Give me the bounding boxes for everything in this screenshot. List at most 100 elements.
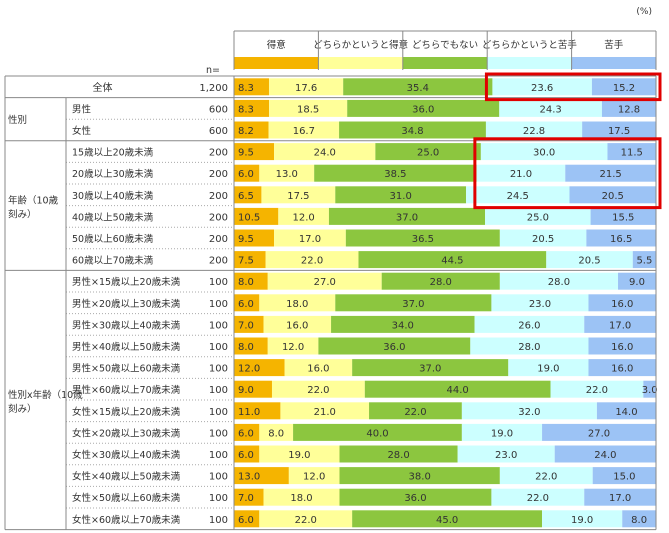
legend-swatch [571,57,656,69]
bar-segment [234,359,285,377]
data-label: 37.0 [396,212,418,223]
data-label: 27.0 [588,428,610,439]
bar-segment [234,488,264,506]
bar-segment [476,164,566,182]
data-label: 20.5 [602,191,624,202]
data-label: 22.0 [586,385,608,396]
bar-segment [293,423,462,441]
bar-segment [339,121,486,139]
bar-segment [485,121,583,139]
bar-segment [234,402,281,420]
bar-segment [499,272,619,290]
bar-segment [268,78,344,96]
bar-segment [592,467,656,485]
row-label: 50歳以上60歳未満 [72,233,154,245]
data-label: 25.0 [417,148,439,159]
row-label: 女性×20歳以上30歳未満 [72,427,181,439]
bar-segment [596,402,656,420]
bar-segment [343,78,493,96]
data-label: 6.0 [238,169,254,180]
bar-segment [466,186,570,204]
bar-segment [234,467,289,485]
row-label: 女性×40歳以上50歳未満 [72,471,181,483]
row-n-value: 100 [209,515,228,526]
bar-segment [234,423,260,441]
bar-segment [643,380,656,398]
bar-segment [550,380,644,398]
data-label: 8.3 [238,83,254,94]
bar-segment [565,164,656,182]
data-label: 22.0 [535,472,557,483]
bar-segment [352,510,543,528]
data-label: 26.0 [518,320,540,331]
row-label: 男性×15歳以上20歳未満 [72,276,181,288]
bar-segment [314,164,477,182]
data-label: 16.7 [293,126,315,137]
bar-segment [267,337,319,355]
row-n-value: 100 [209,342,228,353]
legend-label: 得意 [267,39,286,51]
row-label: 60歳以上70歳未満 [72,255,154,267]
data-label: 15.0 [613,472,635,483]
bar-segment [499,229,587,247]
data-label: 24.3 [539,104,561,115]
bar-segment [234,251,266,269]
data-label: 11.5 [621,148,643,159]
bar-segment [582,121,656,139]
data-label: 7.0 [238,493,254,504]
legend-swatch [234,57,319,69]
data-label: 9.5 [238,234,254,245]
n-header: n= [206,65,220,76]
data-label: 12.8 [618,104,640,115]
bar-segment [328,207,486,225]
data-label: 36.0 [412,104,434,115]
bar-segment [259,294,336,312]
bar-segment [491,294,589,312]
bar-segment [234,445,260,463]
bar-segment [622,510,656,528]
highlight-box [484,72,662,102]
data-label: 18.5 [297,104,319,115]
bar-segment [542,510,623,528]
bar-segment [284,359,353,377]
bar-segment [267,272,382,290]
data-label: 19.0 [537,364,559,375]
row-label: 男性 [72,103,92,115]
data-label: 24.0 [594,450,616,461]
data-label: 8.0 [238,342,254,353]
data-label: 8.0 [268,428,284,439]
data-label: 9.0 [238,385,254,396]
data-label: 35.4 [407,83,429,94]
data-label: 24.0 [314,148,336,159]
row-n-value: 100 [209,364,228,375]
highlight-box [473,137,662,210]
data-label: 6.0 [238,299,254,310]
data-label: 13.0 [276,169,298,180]
row-n-value: 100 [209,472,228,483]
bar-segment [601,99,656,117]
bar-segment [280,402,370,420]
data-label: 7.5 [238,256,254,267]
data-label: 16.0 [611,364,633,375]
bar-segment [259,423,294,441]
data-label: 9.0 [629,277,645,288]
row-n-value: 600 [209,126,228,137]
row-label: 30歳以上40歳未満 [72,190,154,202]
bar-segment [554,445,656,463]
data-label: 3.0 [642,385,658,396]
bar-segment [274,143,376,161]
legend-label: どちらかというと苦手 [482,39,578,51]
row-label: 女性×50歳以上60歳未満 [72,492,181,504]
row-n-value: 1,200 [199,83,228,94]
data-label: 32.0 [518,407,540,418]
bar-segment [259,510,353,528]
bar-segment [234,164,260,182]
data-label: 18.0 [286,299,308,310]
bar-segment [331,315,475,333]
bar-segment [584,315,656,333]
data-label: 11.0 [238,407,260,418]
bar-segment [586,229,656,247]
bar-segment [491,488,585,506]
